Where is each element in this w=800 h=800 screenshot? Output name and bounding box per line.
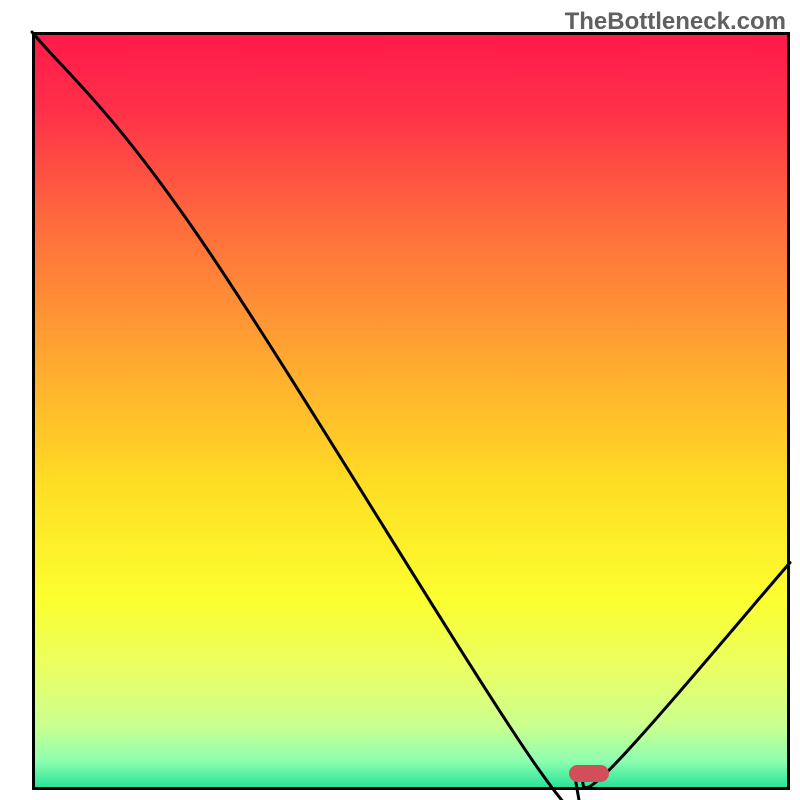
bottleneck-curve	[0, 0, 800, 800]
chart-container: TheBottleneck.com	[0, 0, 800, 800]
curve-path	[32, 32, 790, 800]
watermark-text: TheBottleneck.com	[565, 8, 786, 36]
optimal-point-marker	[569, 765, 608, 782]
